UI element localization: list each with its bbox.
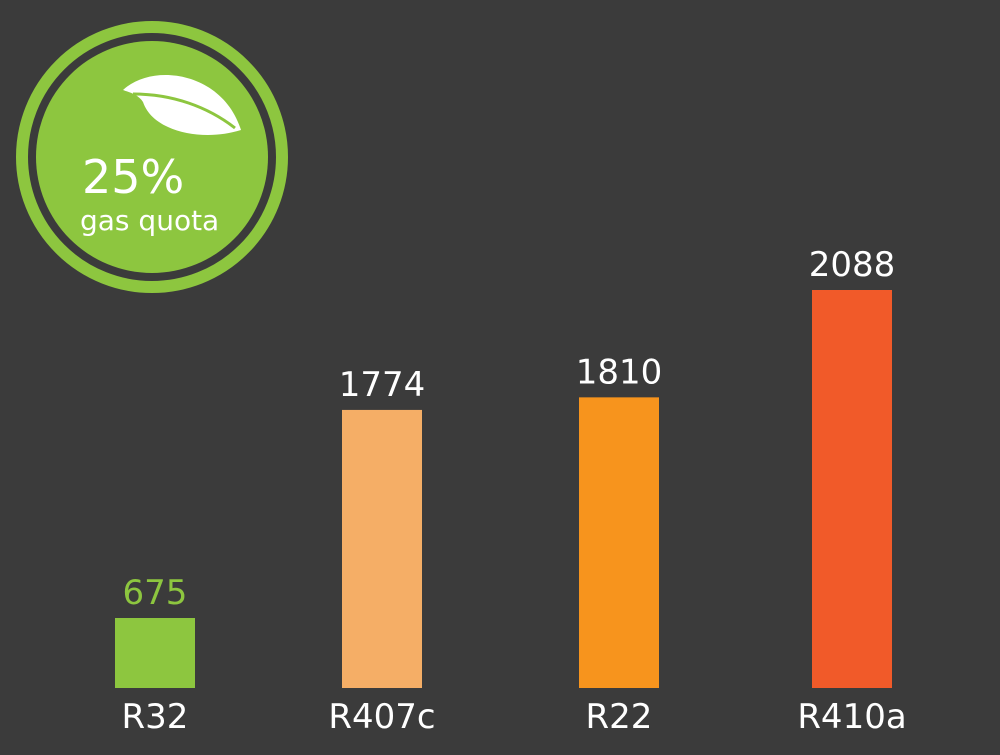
bars: 675 R32 1774 R407c 1810 R22 2088 R410a bbox=[115, 245, 907, 737]
value-label: 1810 bbox=[576, 352, 663, 392]
gas-quota-badge: 25% gas quota bbox=[16, 21, 288, 293]
leaf-icon bbox=[123, 74, 241, 135]
bar-r410a bbox=[812, 290, 892, 688]
category-label: R407c bbox=[328, 697, 435, 737]
value-label: 2088 bbox=[809, 245, 896, 285]
value-label: 1774 bbox=[339, 365, 426, 405]
badge-subtitle: gas quota bbox=[80, 204, 219, 237]
category-label: R410a bbox=[797, 697, 906, 737]
category-label: R32 bbox=[122, 697, 189, 737]
value-label: 675 bbox=[123, 573, 188, 613]
bar-r407c bbox=[342, 409, 422, 688]
badge-outer-ring bbox=[16, 21, 288, 293]
category-label: R22 bbox=[586, 697, 653, 737]
bar-r32 bbox=[115, 618, 195, 688]
bar-r22 bbox=[579, 397, 659, 688]
badge-percent: 25% bbox=[82, 150, 184, 204]
